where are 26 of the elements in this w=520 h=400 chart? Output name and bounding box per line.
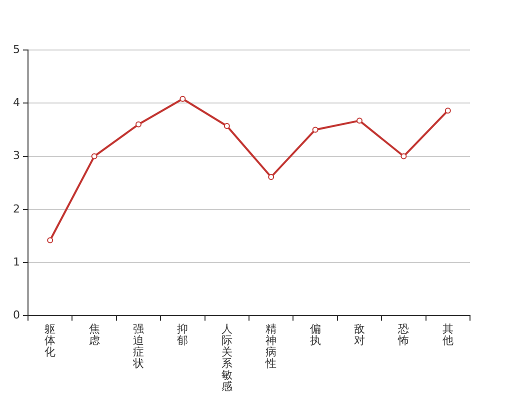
point (47, 237, 54, 244)
y-tick-label: 5 (13, 42, 20, 56)
y-tick-label: 0 (13, 308, 20, 322)
x-tick-label: 其他 (442, 322, 454, 347)
point (312, 126, 318, 133)
point (91, 153, 98, 160)
y-tick-label: 1 (13, 255, 20, 268)
x-tick-label: 抑郁 (177, 322, 188, 347)
point (268, 174, 274, 180)
x-tick-label: 焦虑 (88, 322, 100, 347)
point (180, 96, 186, 102)
point (356, 118, 362, 124)
y-tick-label: 2 (13, 202, 20, 216)
y-tick-label: 4 (13, 96, 20, 109)
y-tick-label: 3 (13, 149, 20, 162)
x-tick-label: 躯体化 (44, 322, 56, 358)
point (444, 108, 451, 114)
x-tick-label: 恐怖 (397, 322, 410, 347)
point (400, 153, 407, 160)
x-tick-label: 偏执 (310, 322, 321, 347)
point (136, 121, 142, 128)
x-tick-label: 敌对 (354, 322, 365, 347)
point (224, 122, 230, 129)
x-tick-label: 精神病性 (264, 322, 277, 370)
x-tick-label: 强迫症状 (132, 322, 144, 370)
x-tick-label: 人际关系敏感 (221, 322, 232, 394)
